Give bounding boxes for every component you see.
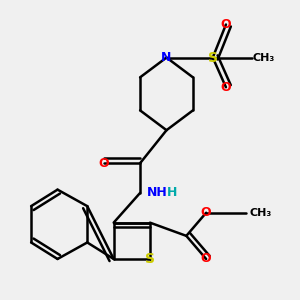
Text: S: S	[145, 252, 155, 266]
Text: O: O	[201, 206, 212, 219]
Text: O: O	[220, 18, 231, 31]
Text: NH: NH	[147, 186, 167, 200]
Text: CH₃: CH₃	[252, 52, 274, 62]
Text: O: O	[201, 253, 212, 266]
Text: N: N	[161, 51, 172, 64]
Text: H: H	[167, 186, 177, 200]
Text: CH₃: CH₃	[249, 208, 271, 218]
Text: O: O	[220, 81, 231, 94]
Text: O: O	[98, 157, 109, 170]
Text: S: S	[208, 50, 218, 64]
